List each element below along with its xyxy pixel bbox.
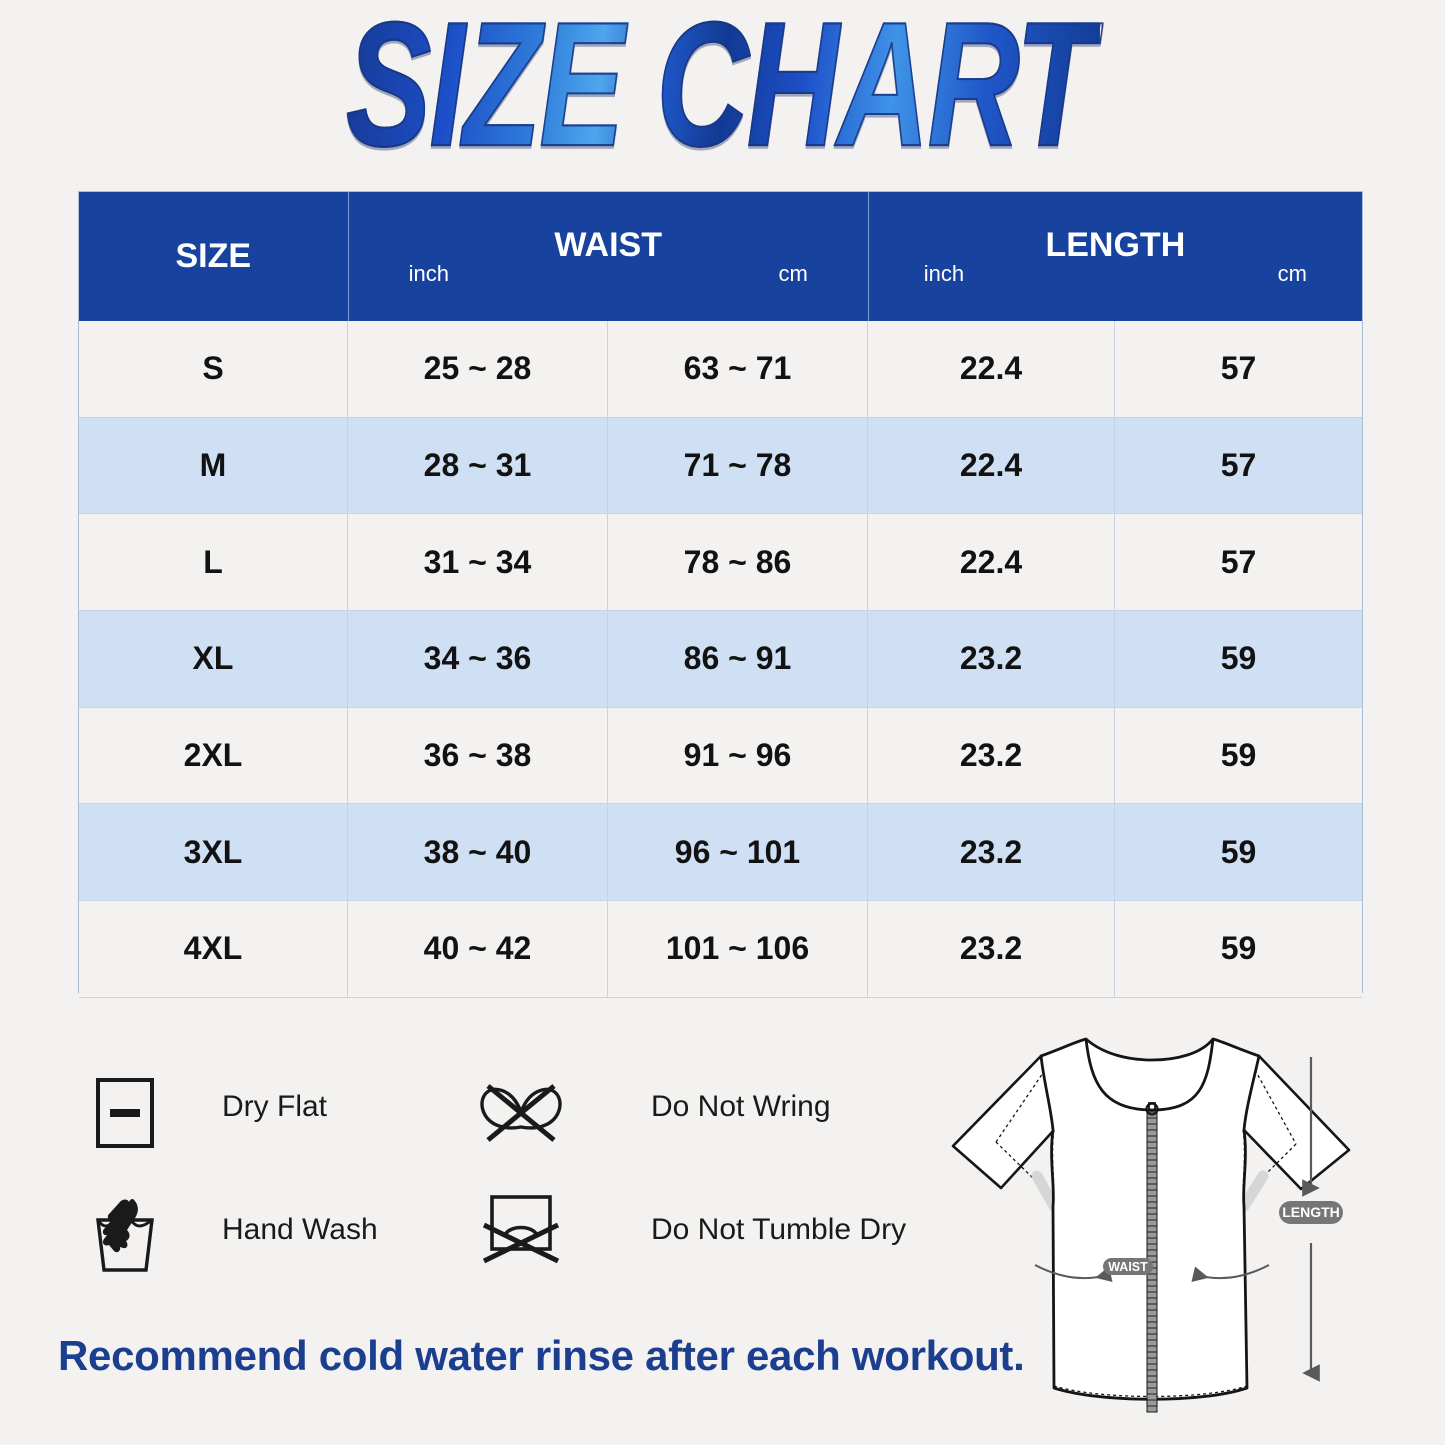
svg-text:LENGTH: LENGTH (1282, 1204, 1340, 1220)
svg-text:WAIST: WAIST (1108, 1260, 1148, 1274)
